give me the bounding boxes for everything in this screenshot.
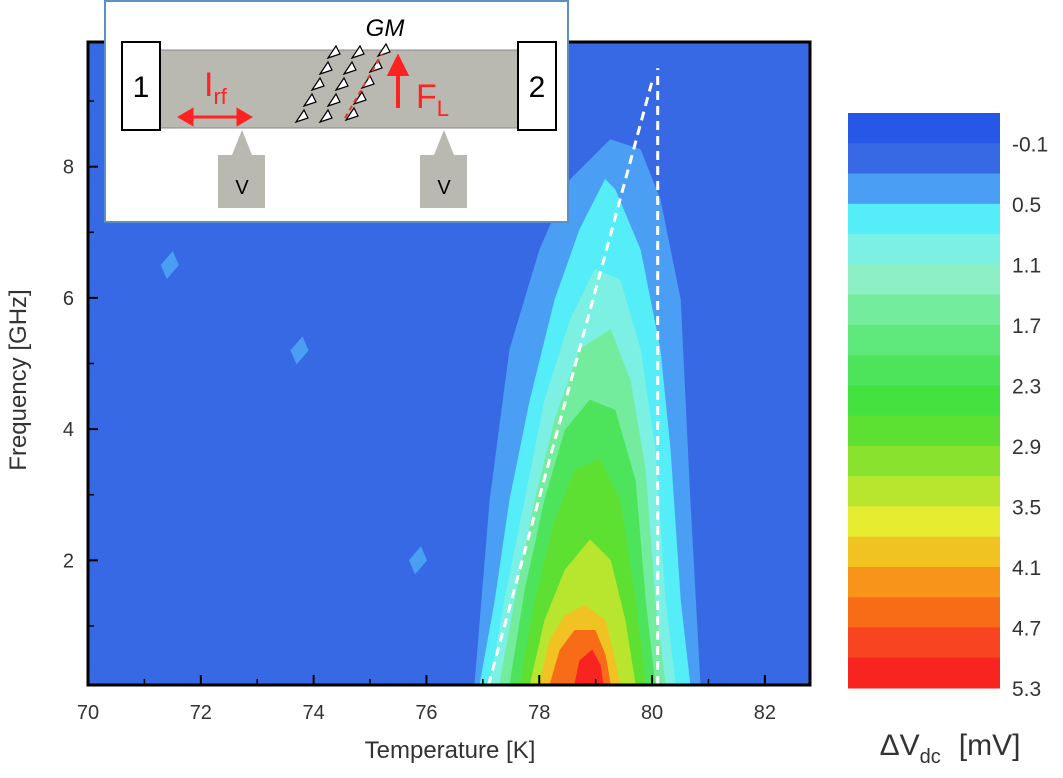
colorbar-band bbox=[848, 355, 1000, 386]
y-tick-label: 2 bbox=[63, 550, 74, 572]
colorbar-symbol: ΔV bbox=[880, 729, 920, 762]
colorbar-band bbox=[848, 627, 1000, 659]
contour-region bbox=[290, 336, 309, 365]
colorbar-band bbox=[848, 113, 1000, 144]
y-tick-label: 8 bbox=[63, 157, 74, 179]
colorbar-band bbox=[848, 385, 1000, 417]
colorbar-band bbox=[848, 264, 1000, 296]
x-tick-label: 72 bbox=[190, 702, 212, 724]
colorbar-band bbox=[848, 597, 1000, 628]
x-tick-label: 78 bbox=[528, 702, 550, 724]
contour-region bbox=[574, 649, 604, 685]
colorbar: -0.1 0.5 1.1 1.7 2.3 2.9 3.5 4.1 4.7 5.3 bbox=[848, 113, 1048, 701]
probe-label: V bbox=[437, 177, 451, 199]
contour-region bbox=[408, 546, 428, 575]
motion-line bbox=[344, 53, 383, 119]
colorbar-tick-label: -0.1 bbox=[1012, 133, 1048, 156]
probe-label: V bbox=[235, 177, 249, 199]
colorbar-tick-label: 4.1 bbox=[1012, 557, 1041, 580]
colorbar-band bbox=[848, 203, 1000, 235]
current-arrow bbox=[177, 107, 253, 127]
current-subscript: rf bbox=[213, 84, 227, 109]
colorbar-band bbox=[848, 476, 1000, 507]
colorbar-tick-label: 1.7 bbox=[1012, 315, 1041, 338]
colorbar-band bbox=[848, 324, 1000, 356]
inset: 1 2 GM V V Irf FL bbox=[104, 0, 569, 223]
contact-right bbox=[517, 41, 557, 131]
colorbar-tick-label: 5.3 bbox=[1012, 678, 1041, 701]
y-tick-label: 4 bbox=[63, 419, 74, 441]
axes: 70 72 74 76 78 80 82 2 4 6 8 bbox=[63, 100, 776, 724]
colorbar-tick-label: 4.7 bbox=[1012, 617, 1041, 640]
contact-left bbox=[121, 41, 161, 131]
guides bbox=[487, 68, 660, 685]
contour-region bbox=[160, 251, 179, 280]
x-tick-label: 70 bbox=[77, 702, 99, 724]
current-symbol: I bbox=[204, 66, 213, 104]
probe bbox=[420, 130, 467, 208]
contact-label: 1 bbox=[133, 71, 150, 104]
colorbar-band bbox=[848, 294, 1000, 326]
colorbar-tick-label: 0.5 bbox=[1012, 194, 1041, 217]
current-label: Irf bbox=[204, 66, 228, 109]
x-tick-label: 76 bbox=[415, 702, 437, 724]
y-axis-label: Frequency [GHz] bbox=[5, 289, 32, 470]
contact-label: 2 bbox=[529, 71, 546, 104]
x-axis-label: Temperature [K] bbox=[365, 737, 536, 764]
colorbar-label: ΔVdc [mV] bbox=[880, 729, 1021, 768]
force-label: FL bbox=[416, 78, 449, 121]
colorbar-unit: [mV] bbox=[959, 729, 1021, 762]
colorbar-band bbox=[848, 234, 1000, 265]
probe bbox=[218, 130, 265, 208]
colorbar-tick-label: 1.1 bbox=[1012, 254, 1041, 277]
x-tick-label: 80 bbox=[641, 702, 663, 724]
colorbar-tick-label: 3.5 bbox=[1012, 496, 1041, 519]
force-arrow bbox=[386, 53, 410, 108]
x-tick-label: 74 bbox=[303, 702, 325, 724]
colorbar-band bbox=[848, 415, 1000, 447]
colorbar-band bbox=[848, 657, 1000, 689]
colorbar-band bbox=[848, 143, 1000, 175]
colorbar-band bbox=[848, 173, 1000, 205]
colorbar-band bbox=[848, 566, 1000, 598]
inset-title: GM bbox=[366, 15, 405, 42]
colorbar-tick-label: 2.3 bbox=[1012, 375, 1041, 398]
colorbar-band bbox=[848, 445, 1000, 477]
skyrmions bbox=[294, 42, 391, 124]
y-tick-label: 6 bbox=[63, 288, 74, 310]
colorbar-band bbox=[848, 506, 1000, 538]
force-symbol: F bbox=[416, 78, 437, 116]
x-tick-label: 82 bbox=[754, 702, 776, 724]
colorbar-subscript: dc bbox=[920, 746, 941, 768]
colorbar-tick-label: 2.9 bbox=[1012, 436, 1041, 459]
colorbar-band bbox=[848, 536, 1000, 568]
force-subscript: L bbox=[437, 96, 449, 121]
